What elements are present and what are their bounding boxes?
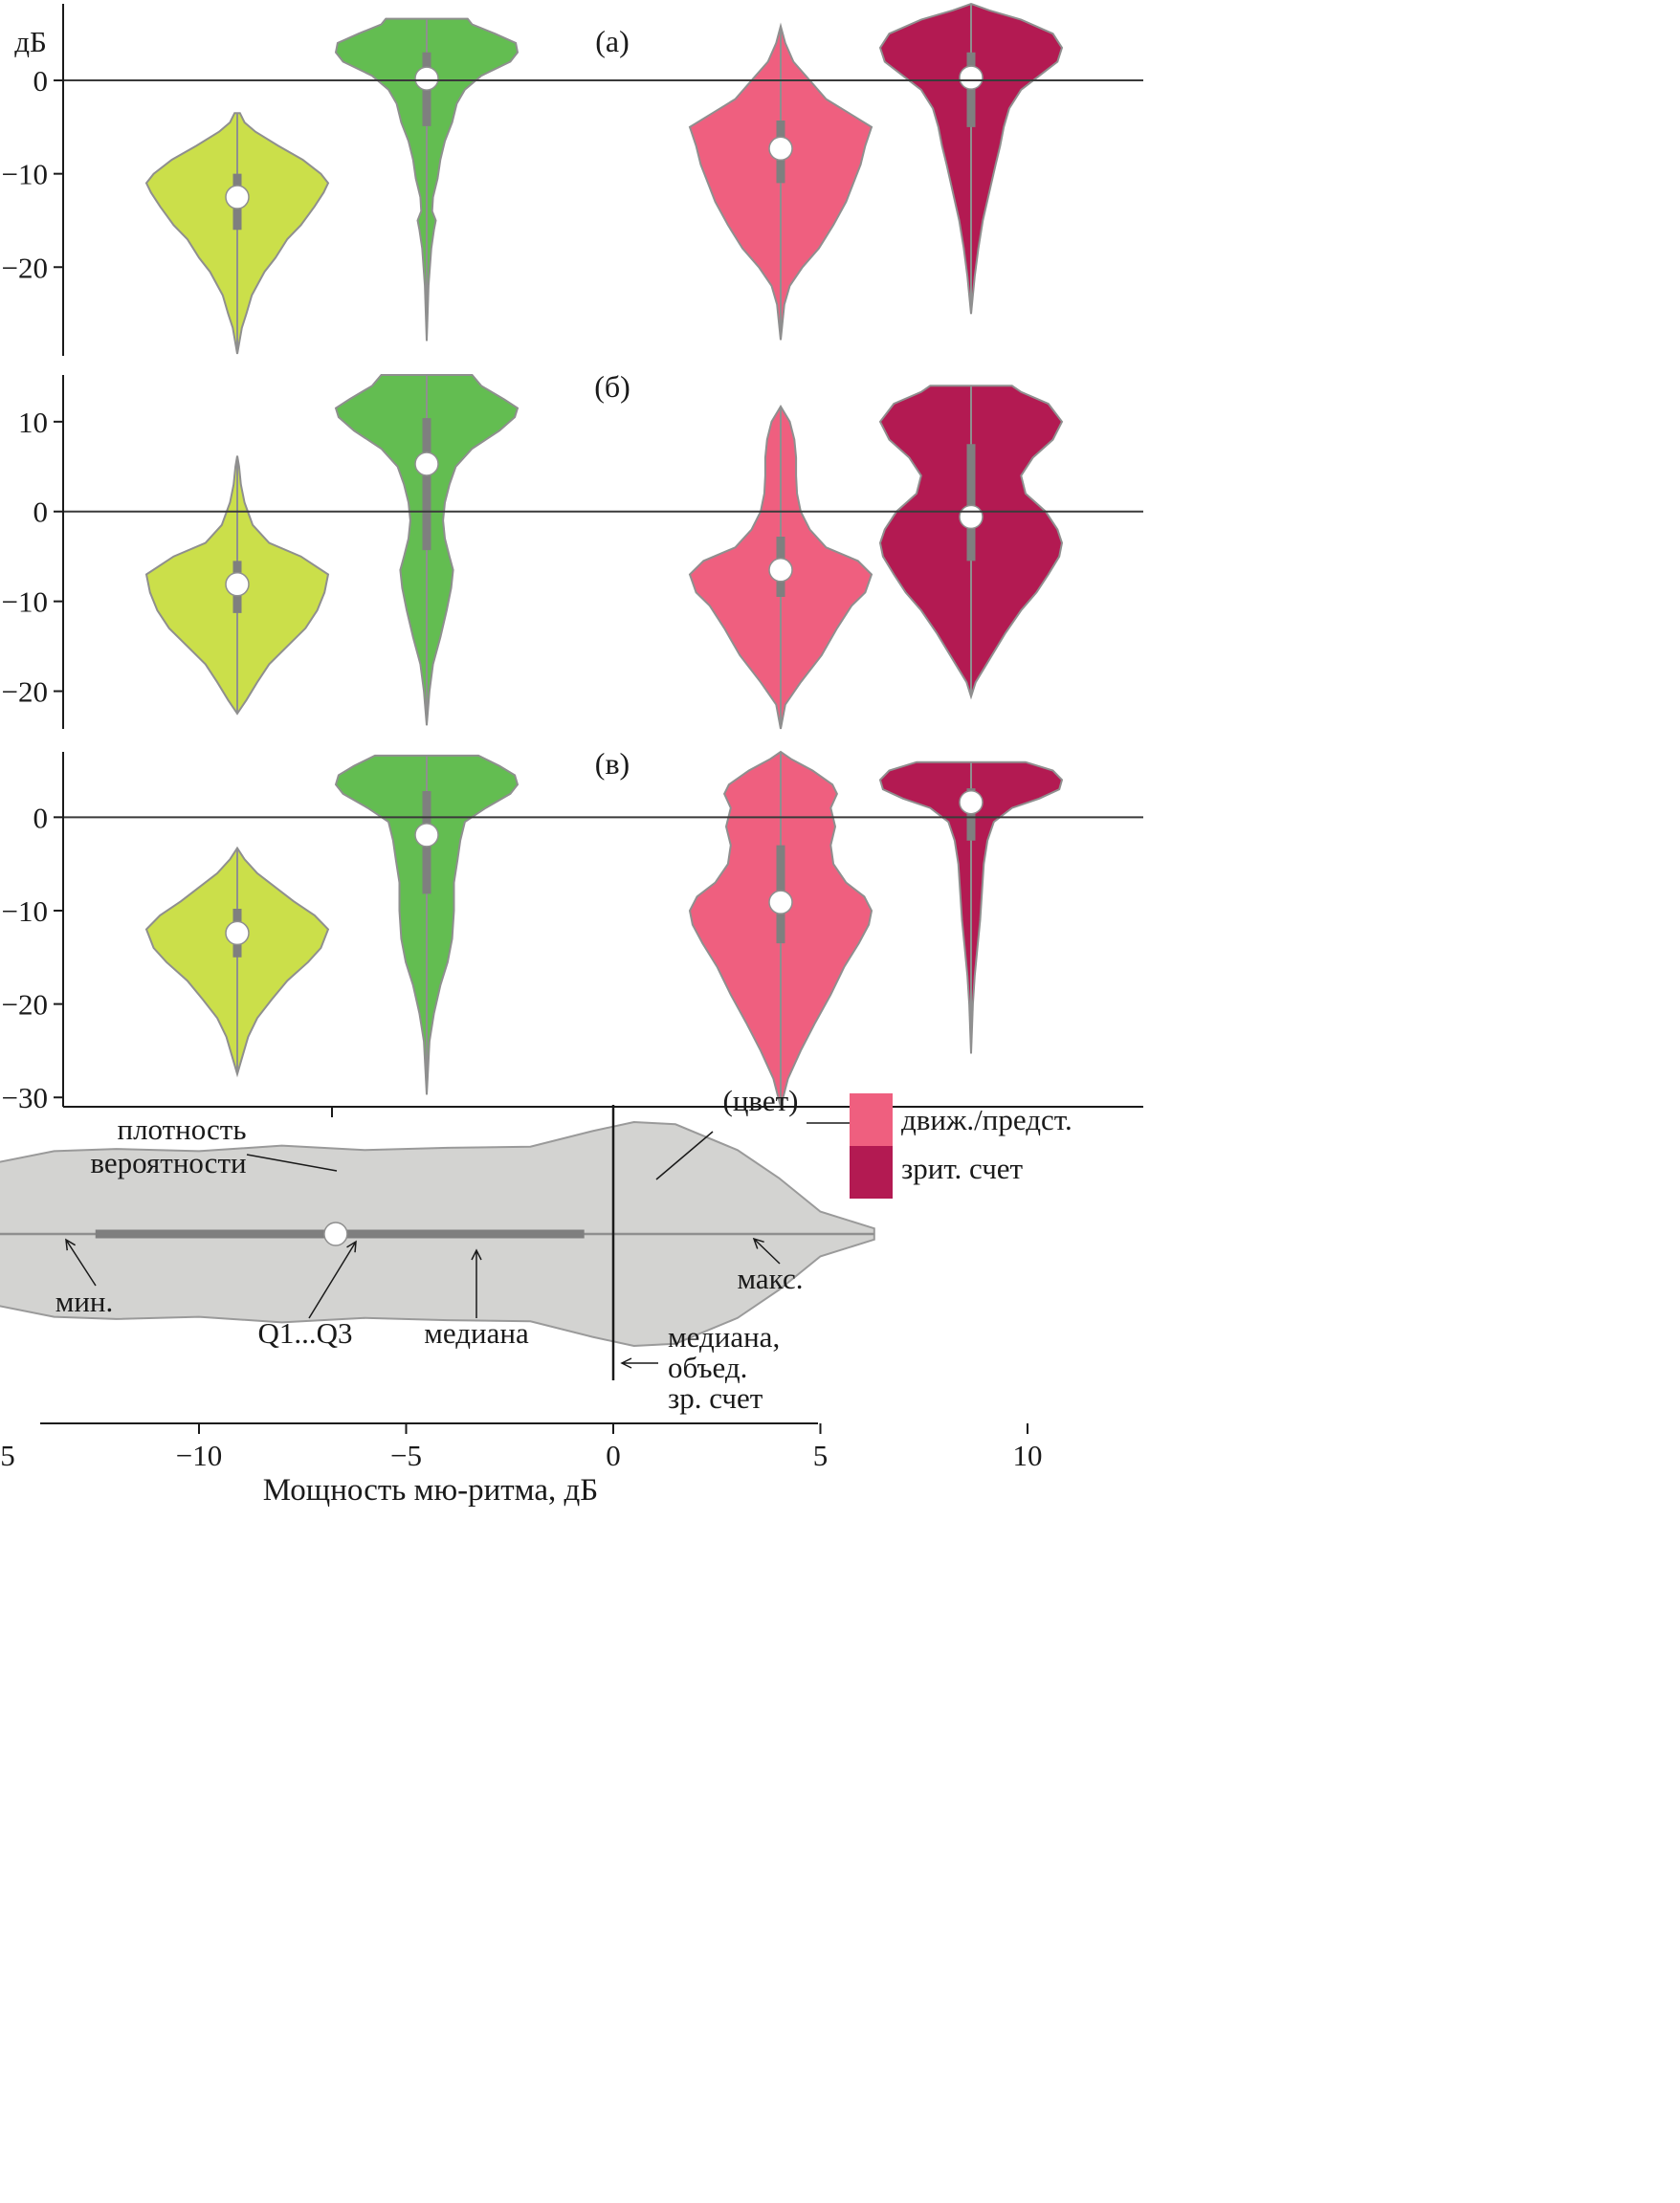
panel-a: 0 −10 −20 дБ (а) (2, 2, 1143, 356)
legend-xtick-label: −15 (0, 1439, 15, 1472)
legend-label-counting: зрит. счет (901, 1152, 1024, 1185)
panel-b-ytick-label: −10 (2, 585, 48, 619)
annotation-median-label: медиана (424, 1316, 529, 1350)
panel-b-ytick-label: 0 (33, 496, 49, 529)
legend-xlabel: Мощность мю-ритма, дБ (263, 1473, 598, 1508)
annotation-median: медиана (424, 1248, 529, 1350)
annotation-quartiles-arrow (308, 1240, 357, 1319)
panel-c-violin-1 (144, 846, 330, 1078)
legend-xtick-label: −10 (176, 1439, 222, 1472)
panel-b: 10 0 −10 −20 (б) (2, 369, 1143, 730)
annotation-pooled-median-line2: объед. (668, 1351, 747, 1384)
panel-b-violin-3-median (768, 558, 793, 583)
annotation-pooled-median-line3: зр. счет (668, 1381, 763, 1415)
panel-b-violin-4 (878, 385, 1064, 700)
annotation-density: плотность вероятности (90, 1113, 338, 1179)
annotation-color: (цвет) (655, 1084, 850, 1180)
example-violin-median (323, 1222, 348, 1246)
legend-xtick-label: −5 (390, 1439, 422, 1472)
annotation-max-label: макс. (738, 1262, 804, 1295)
panel-c-violin-3-median (768, 890, 793, 914)
panel-c-violin-3 (688, 750, 873, 1111)
panel-b-violin-4-median (959, 504, 984, 530)
annotation-max-arrow (752, 1237, 781, 1265)
legend-xtick-label: 5 (813, 1439, 829, 1472)
panel-b-title: (б) (594, 369, 630, 404)
panel-c-violin-1-median (225, 920, 250, 946)
annotation-quartiles: Q1...Q3 (257, 1240, 357, 1350)
panel-a-ytick-label: −20 (2, 251, 48, 284)
panel-a-violin-2 (334, 17, 519, 341)
annotation-median-arrow (471, 1248, 482, 1318)
panel-b-ytick-label: 10 (18, 406, 48, 439)
panel-c-violin-2-median (414, 823, 439, 848)
legend-swatch-movement (850, 1093, 893, 1146)
panel-b-violin-2 (334, 374, 519, 726)
panel-a-violin-4 (878, 2, 1064, 315)
annotation-pooled-median: медиана, объед. зр. счет (620, 1320, 780, 1415)
panel-c-title: (в) (595, 746, 630, 781)
panel-b-violin-1-median (225, 572, 250, 597)
panel-a-violin-1-median (225, 185, 250, 209)
legend-label-movement: движ./предст. (901, 1103, 1072, 1136)
legend-xtick-label: 0 (606, 1439, 621, 1472)
panel-b-violin-1 (144, 455, 330, 716)
annotation-color-label: (цвет) (723, 1084, 799, 1117)
panel-a-violin-1 (144, 112, 330, 355)
panel-c-ytick-label: −10 (2, 894, 48, 928)
panel-a-violin-2-median (414, 66, 439, 91)
panel-a-ytick-label: 0 (33, 64, 49, 98)
annotation-density-line1: плотность (117, 1113, 246, 1146)
panel-b-violin-2-median (414, 452, 439, 476)
panel-a-ytick-label: −10 (2, 158, 48, 191)
annotation-min-arrow (65, 1238, 97, 1287)
panel-c-violin-4-median (959, 789, 984, 815)
annotation-pooled-median-arrow (620, 1357, 658, 1369)
annotation-max: макс. (738, 1237, 804, 1295)
panel-c-ytick-label: −30 (2, 1081, 48, 1114)
panel-a-ylabel: дБ (14, 25, 47, 58)
legend-xtick-label: 10 (1013, 1439, 1043, 1472)
legend-box: движ./предст. зрит. счет (850, 1093, 1072, 1199)
annotation-quartiles-label: Q1...Q3 (257, 1316, 352, 1350)
annotation-min: мин. (55, 1238, 114, 1318)
panel-c-violin-2 (334, 754, 519, 1095)
panel-c-ytick-label: 0 (33, 801, 49, 834)
annotation-pooled-median-line1: медиана, (668, 1320, 780, 1354)
panel-a-violin-3 (688, 22, 873, 341)
panel-a-title: (а) (595, 24, 630, 58)
panel-b-ytick-label: −20 (2, 675, 48, 709)
panel-a-violin-4-median (959, 65, 984, 90)
legend-swatch-counting (850, 1146, 893, 1199)
panel-c-ytick-label: −20 (2, 988, 48, 1022)
panel-b-violin-3 (688, 404, 873, 730)
annotation-density-line2: вероятности (90, 1146, 246, 1179)
panel-a-violin-3-median (768, 136, 793, 162)
panel-c: 0 −10 −20 −30 (в) (2, 746, 1143, 1117)
annotation-color-pointer (655, 1131, 714, 1180)
annotation-density-pointer (246, 1154, 338, 1172)
annotation-min-label: мин. (55, 1285, 114, 1318)
panel-c-violin-4 (878, 760, 1064, 1054)
